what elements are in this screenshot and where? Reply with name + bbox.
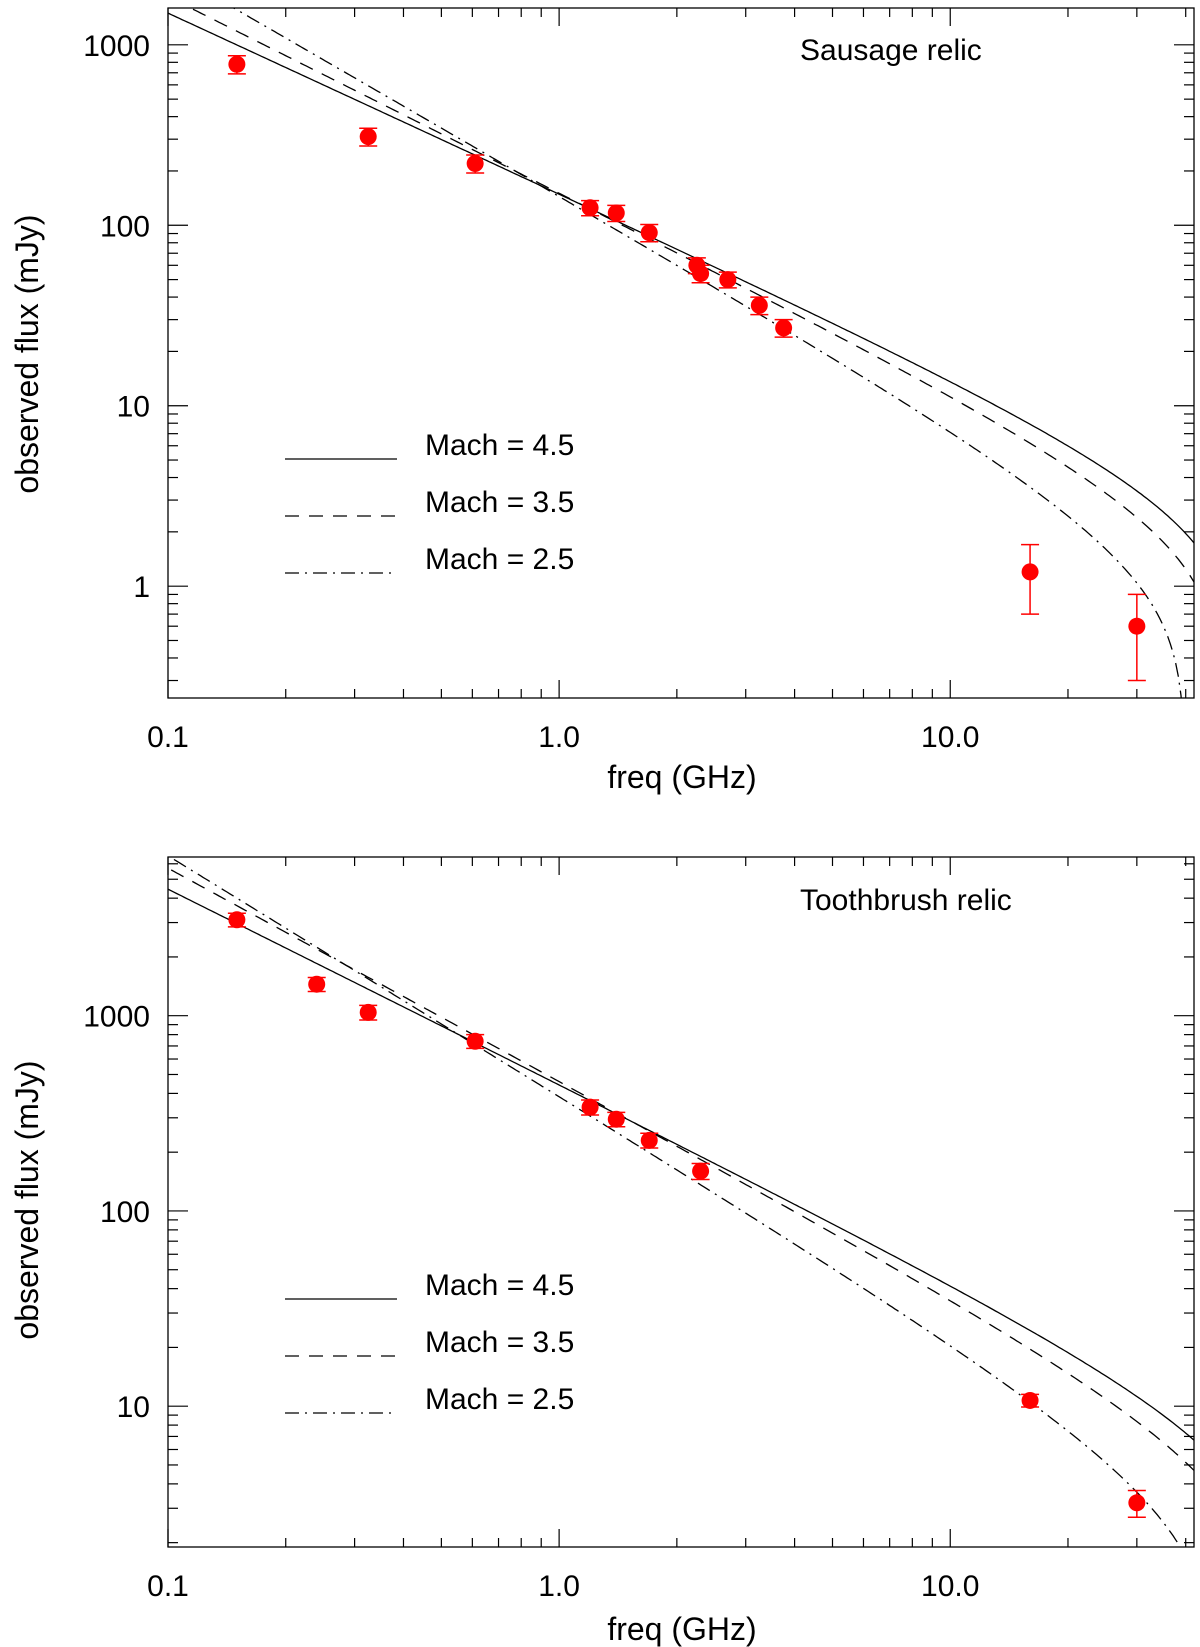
data-point [466,1032,484,1050]
y-tick-label: 100 [100,1196,150,1229]
x-axis-title: freq (GHz) [607,759,756,795]
y-axis-title: observed flux (mJy) [9,1060,45,1339]
y-axis-title: observed flux (mJy) [9,214,45,493]
legend-label: Mach = 4.5 [425,429,574,462]
model-curves [168,8,1194,698]
plot-frame [167,7,1195,699]
data-point [466,154,484,172]
x-tick-label: 0.1 [147,721,189,754]
plot-frame [167,856,1195,1548]
data-point [228,55,246,73]
x-tick-label: 10.0 [921,1570,979,1603]
data-point [775,319,793,337]
data-point [1021,563,1039,581]
x-tick-label: 10.0 [921,721,979,754]
x-tick-label: 0.1 [147,1570,189,1603]
data-point [607,204,625,222]
data-point [607,1110,625,1128]
x-axis-title: freq (GHz) [607,1611,756,1647]
y-tick-label: 1 [133,571,150,604]
model-curve-dashdot [168,857,1181,1547]
data-point [719,271,737,289]
x-tick-label: 1.0 [538,721,580,754]
y-tick-label: 1000 [83,30,150,63]
y-tick-label: 100 [100,210,150,243]
data-point [750,296,768,314]
model-curve-dashdot [232,8,1182,698]
data-point [1128,617,1146,635]
legend-label: Mach = 3.5 [425,486,574,519]
panel-title: Toothbrush relic [800,884,1012,917]
model-curves [168,857,1194,1547]
y-tick-label: 10 [117,391,150,424]
model-curve-dashed [168,867,1194,1472]
data-point [640,224,658,242]
model-curve-solid [168,888,1194,1442]
sausage-relic-panel: Sausage relic freq (GHz) observed flux (… [9,7,1195,795]
data-point [1021,1391,1039,1409]
panel-title: Sausage relic [800,34,982,67]
y-tick-label: 1000 [83,1001,150,1034]
data-point [1128,1494,1146,1512]
data-point [228,911,246,929]
toothbrush-relic-panel: Toothbrush relic freq (GHz) observed flu… [9,856,1195,1647]
data-point [308,975,326,993]
data-point [359,128,377,146]
legend-label: Mach = 3.5 [425,1326,574,1359]
legend-label: Mach = 4.5 [425,1269,574,1302]
legend-label: Mach = 2.5 [425,543,574,576]
data-point [640,1131,658,1149]
model-curve-dashed [189,8,1194,584]
data-point [359,1003,377,1021]
x-tick-label: 1.0 [538,1570,580,1603]
data-point [581,199,599,217]
data-point [692,1162,710,1180]
data-point [692,265,710,283]
legend-label: Mach = 2.5 [425,1383,574,1416]
y-tick-label: 10 [117,1391,150,1424]
model-curve-solid [168,12,1194,544]
data-point [581,1098,599,1116]
